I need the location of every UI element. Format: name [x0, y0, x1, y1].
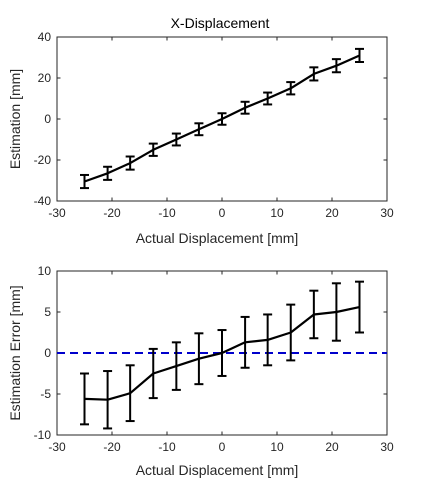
- y-tick-label: -40: [34, 194, 52, 208]
- y-tick-label: -20: [34, 153, 52, 167]
- error-bar: [286, 303, 296, 362]
- error-bar: [331, 58, 341, 74]
- x-tick-label: -20: [103, 440, 121, 454]
- y-tick-label: 5: [44, 305, 51, 319]
- chart-estimation-error: -30 -20 -10 0 10 20 30 -10 -5 0 5 10: [34, 264, 394, 454]
- chart-title: X-Displacement: [171, 15, 270, 31]
- error-bar: [263, 313, 273, 367]
- y-axis-label: Estimation [mm]: [7, 69, 23, 169]
- error-bar: [355, 47, 364, 64]
- y-tick-label: 10: [38, 264, 52, 278]
- error-bar: [263, 91, 273, 106]
- error-bar: [171, 132, 181, 147]
- y-tick-label: 40: [38, 30, 52, 44]
- x-tick-label: -10: [158, 440, 176, 454]
- error-bar: [80, 372, 89, 426]
- x-tick-label: 30: [380, 206, 394, 220]
- error-bar: [309, 289, 319, 340]
- x-tick-label: -10: [158, 206, 176, 220]
- error-bar: [125, 364, 135, 423]
- error-bar: [194, 122, 204, 137]
- x-tick-label: 20: [325, 206, 339, 220]
- error-bar: [217, 329, 227, 377]
- x-tick-label: 30: [380, 440, 394, 454]
- error-bar: [103, 370, 113, 430]
- error-bar: [331, 282, 341, 342]
- error-bar: [309, 66, 319, 82]
- x-tick-label: -30: [48, 440, 66, 454]
- error-bar: [355, 280, 364, 334]
- x-tick-label: -20: [103, 206, 121, 220]
- error-bar: [240, 100, 250, 115]
- error-bar: [148, 347, 158, 400]
- x-tick-label: 10: [270, 440, 284, 454]
- x-tick-label: 10: [270, 206, 284, 220]
- error-bar: [103, 165, 113, 181]
- y-tick-label: 20: [38, 71, 52, 85]
- chart-estimation: -30 -20 -10 0 10 20 30 -40 -20 0 20 40: [34, 30, 394, 220]
- y-tick-label: -5: [40, 387, 51, 401]
- x-tick-label: -30: [48, 206, 66, 220]
- x-tick-label: 20: [325, 440, 339, 454]
- error-bar: [240, 315, 250, 369]
- error-bar: [171, 341, 181, 391]
- x-axis-label: Actual Displacement [mm]: [136, 462, 299, 478]
- error-bar: [125, 155, 135, 171]
- error-bar: [217, 112, 227, 126]
- error-bar: [194, 332, 204, 386]
- error-bar: [148, 142, 158, 157]
- x-tick-label: 0: [219, 440, 226, 454]
- y-tick-label: 0: [44, 346, 51, 360]
- error-bar: [80, 173, 89, 190]
- y-tick-label: -10: [34, 428, 52, 442]
- x-axis-label: Actual Displacement [mm]: [136, 230, 299, 246]
- y-tick-label: 0: [44, 112, 51, 126]
- error-bar: [286, 81, 296, 96]
- y-axis-label: Estimation Error [mm]: [7, 285, 23, 420]
- x-tick-label: 0: [219, 206, 226, 220]
